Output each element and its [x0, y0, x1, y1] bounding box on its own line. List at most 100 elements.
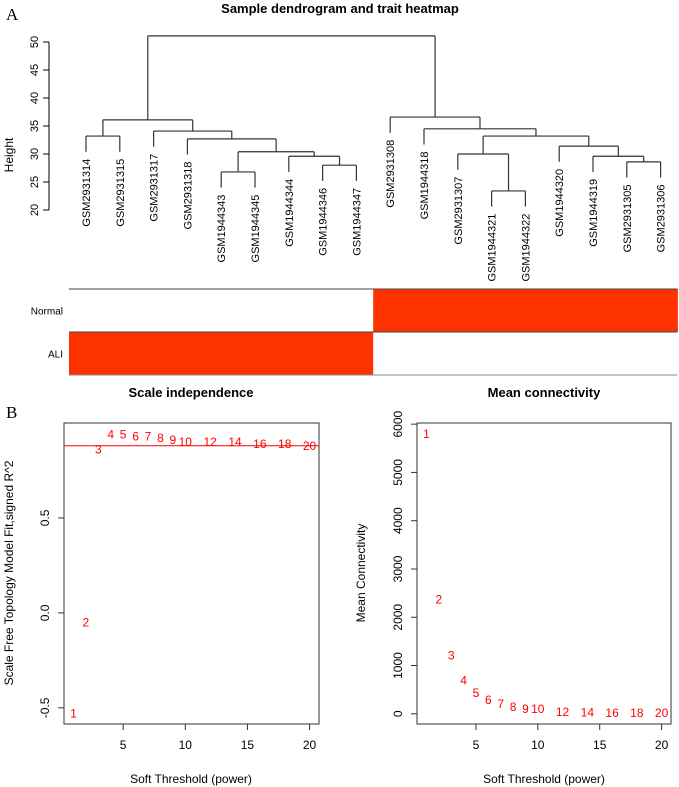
- trait-cell: [136, 332, 171, 375]
- point-label-power-5: 5: [473, 686, 480, 700]
- point-label-power-14: 14: [581, 706, 595, 720]
- y-tick-label: 40: [29, 92, 41, 104]
- point-label-power-5: 5: [120, 427, 127, 441]
- leaf-label: GSM1944347: [351, 188, 363, 256]
- point-label-power-4: 4: [460, 674, 467, 688]
- x-tick-label: 20: [655, 738, 669, 752]
- leaf-label: GSM1944320: [554, 169, 566, 237]
- leaf-label: GSM1944343: [216, 195, 228, 263]
- leaf-label: GSM2931317: [149, 154, 161, 222]
- plot-box: [416, 422, 672, 725]
- x-tick-label: 15: [241, 738, 255, 752]
- point-label-power-12: 12: [556, 705, 570, 719]
- point-label-power-9: 9: [522, 702, 529, 716]
- y-tick-label: 6000: [391, 410, 405, 437]
- point-label-power-8: 8: [510, 700, 517, 714]
- trait-cell: [339, 332, 374, 375]
- dendrogram-title: Sample dendrogram and trait heatmap: [221, 1, 459, 16]
- point-label-power-1: 1: [70, 707, 77, 721]
- trait-cell: [373, 332, 408, 375]
- trait-cell: [542, 289, 577, 332]
- trait-cell: [136, 289, 171, 332]
- panel-label-a: A: [6, 5, 19, 24]
- point-label-power-9: 9: [170, 433, 177, 447]
- x-tick-label: 10: [179, 738, 193, 752]
- y-tick-label: 1000: [391, 652, 405, 679]
- leaf-label: GSM2931308: [385, 140, 397, 208]
- trait-cell: [440, 289, 476, 332]
- dendrogram-ylabel: Height: [2, 137, 16, 172]
- y-tick-label: 3000: [391, 555, 405, 582]
- dendrogram: 20 25 30 35 40 45 50 GSM2931314 GSM2931315 GSM194…: [29, 35, 668, 282]
- trait-cell: [204, 289, 239, 332]
- trait-cell: [204, 332, 239, 375]
- leaf-label: GSM1944321: [487, 214, 499, 282]
- trait-cell: [305, 332, 340, 375]
- trait-cell: [576, 289, 611, 332]
- y-tick-label: 30: [29, 148, 41, 160]
- leaf-label: GSM2931315: [115, 159, 127, 227]
- trait-cell: [508, 289, 543, 332]
- y-tick-label: 25: [29, 176, 41, 188]
- point-label-power-10: 10: [531, 702, 545, 716]
- point-label-power-18: 18: [278, 437, 292, 451]
- point-label-power-3: 3: [95, 443, 102, 457]
- point-label-power-10: 10: [179, 435, 193, 449]
- trait-cell: [508, 332, 543, 375]
- trait-cell: [542, 332, 577, 375]
- x-tick-label: 5: [473, 738, 480, 752]
- trait-cell: [102, 289, 138, 332]
- y-tick-label: 20: [29, 204, 41, 216]
- leaf-label: GSM2931305: [622, 185, 634, 253]
- trait-cell: [474, 332, 509, 375]
- trait-cell: [407, 332, 442, 375]
- trait-cell: [609, 289, 645, 332]
- trait-cell: [69, 332, 104, 375]
- trait-cell: [170, 332, 205, 375]
- y-tick-label: 0.5: [38, 509, 52, 526]
- point-label-power-2: 2: [83, 615, 90, 629]
- trait-cell: [170, 289, 205, 332]
- mean-connectivity-xlabel: Soft Threshold (power): [483, 772, 605, 786]
- point-label-power-7: 7: [497, 697, 504, 711]
- point-label-power-2: 2: [435, 593, 442, 607]
- panel-label-b: B: [6, 403, 17, 422]
- leaf-label: GSM1944318: [419, 151, 431, 219]
- trait-cell: [69, 289, 104, 332]
- leaf-label: GSM1944344: [284, 179, 296, 247]
- trait-cell: [305, 289, 340, 332]
- leaf-label: GSM2931318: [182, 162, 194, 230]
- point-label-power-20: 20: [655, 706, 669, 720]
- trait-cell: [609, 332, 645, 375]
- point-label-power-14: 14: [228, 435, 242, 449]
- y-tick-label: 5000: [391, 459, 405, 486]
- point-label-power-4: 4: [107, 427, 114, 441]
- mean-connectivity-ylabel: Mean Connectivity: [354, 524, 368, 623]
- scale-independence-xlabel: Soft Threshold (power): [130, 772, 252, 786]
- scale-independence-ylabel: Scale Free Topology Model Fit,signed R^2: [2, 460, 16, 685]
- x-tick-label: 15: [593, 738, 607, 752]
- trait-cell: [407, 289, 442, 332]
- trait-cell: [474, 289, 509, 332]
- x-tick-label: 10: [531, 738, 545, 752]
- x-tick-label: 5: [120, 738, 127, 752]
- trait-cell: [238, 289, 273, 332]
- point-label-power-12: 12: [203, 435, 217, 449]
- y-tick-label: 0.0: [38, 604, 52, 621]
- trait-cell: [643, 289, 678, 332]
- point-label-power-6: 6: [485, 693, 492, 707]
- point-label-power-16: 16: [253, 437, 267, 451]
- y-tick-label: 2000: [391, 604, 405, 631]
- leaf-label: GSM1944319: [588, 179, 600, 247]
- trait-cell: [339, 289, 374, 332]
- leaf-label: GSM2931307: [453, 177, 465, 245]
- y-tick-label: 50: [29, 36, 41, 48]
- point-label-power-6: 6: [132, 429, 139, 443]
- scale-independence-title: Scale independence: [129, 385, 254, 400]
- trait-cell: [271, 332, 307, 375]
- trait-label-ali: ALI: [48, 350, 63, 361]
- leaf-label: GSM2931314: [81, 159, 93, 227]
- leaf-label: GSM2931306: [656, 185, 668, 253]
